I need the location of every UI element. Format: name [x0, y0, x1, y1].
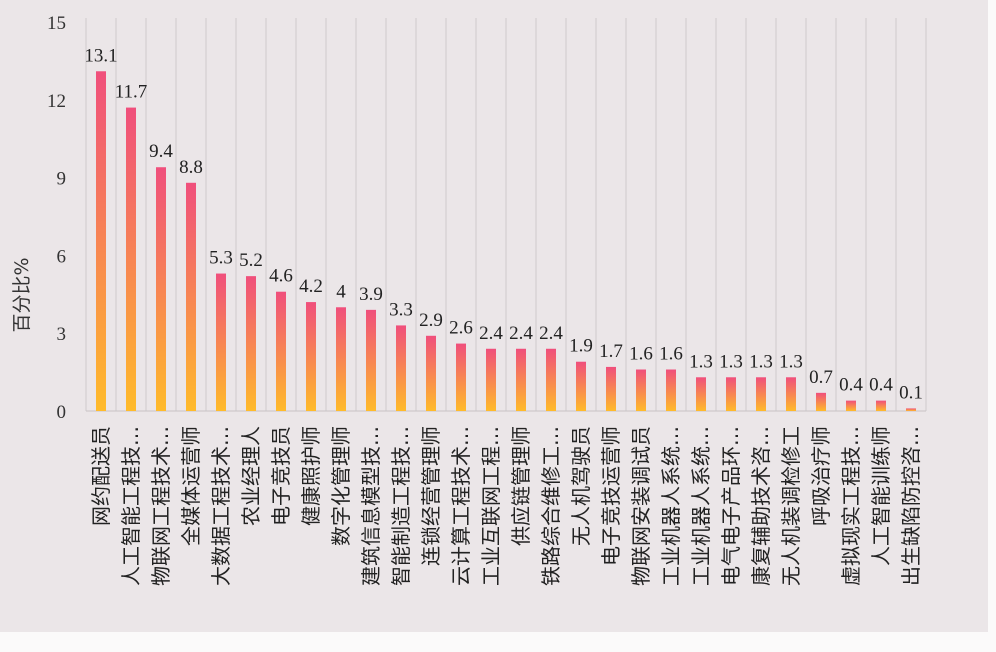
x-tick-label: 电子竞技员 [269, 426, 293, 526]
x-tick-label: 铁路综合维修工… [539, 426, 563, 586]
data-label: 1.6 [659, 344, 683, 365]
data-label: 9.4 [149, 141, 173, 162]
y-tick-label: 0 [57, 402, 67, 423]
x-tick-label: 数字化管理师 [329, 426, 353, 546]
x-tick-label: 网约配送员 [89, 426, 113, 526]
bar [546, 348, 556, 411]
data-label: 0.4 [869, 375, 893, 396]
bar [846, 400, 856, 411]
bar [96, 71, 106, 412]
bar [216, 273, 226, 411]
data-label: 1.9 [569, 336, 593, 357]
bar [756, 377, 766, 411]
y-axis-label: 百分比% [11, 257, 33, 332]
bar [486, 348, 496, 411]
data-label: 0.7 [809, 367, 833, 388]
bar [816, 392, 826, 411]
bar [606, 366, 616, 411]
bar [456, 343, 466, 411]
data-label: 13.1 [84, 45, 117, 66]
data-label: 1.3 [689, 351, 713, 372]
data-label: 1.7 [599, 341, 623, 362]
bar [636, 369, 646, 411]
bar [276, 291, 286, 411]
bar [156, 167, 166, 411]
data-label: 1.3 [779, 351, 803, 372]
x-tick-label: 人工智能训练师 [869, 426, 893, 566]
bar [336, 307, 346, 411]
data-label: 1.3 [749, 351, 773, 372]
x-tick-label: 出生缺陷防控咨… [899, 426, 923, 586]
bar [186, 182, 196, 411]
x-tick-label: 物联网工程技术… [149, 426, 173, 586]
x-tick-label: 工业机器人系统… [659, 426, 683, 586]
data-label: 0.1 [899, 382, 923, 403]
data-label: 1.3 [719, 351, 743, 372]
bar [726, 377, 736, 411]
y-tick-label: 6 [57, 246, 67, 267]
y-tick-label: 9 [57, 169, 67, 190]
x-tick-label: 无人机驾驶员 [569, 426, 593, 546]
data-label: 1.6 [629, 344, 653, 365]
x-tick-label: 农业经理人 [239, 426, 263, 526]
bar [876, 400, 886, 411]
x-tick-label: 云计算工程技术… [449, 426, 473, 586]
x-tick-label: 电气电子产品环… [719, 426, 743, 586]
bar [576, 361, 586, 411]
data-label: 4.2 [299, 276, 323, 297]
bar [516, 348, 526, 411]
x-tick-label: 人工智能工程技… [119, 426, 143, 586]
x-tick-label: 呼吸治疗师 [809, 426, 833, 526]
x-tick-label: 健康照护师 [299, 426, 323, 526]
data-label: 8.8 [179, 157, 203, 178]
data-label: 11.7 [115, 82, 148, 103]
data-label: 4 [336, 281, 346, 302]
x-tick-label: 无人机装调检修工 [779, 426, 803, 586]
data-label: 2.4 [509, 323, 533, 344]
data-label: 2.4 [539, 323, 563, 344]
bar [366, 309, 376, 411]
x-tick-label: 物联网安装调试员 [629, 426, 653, 586]
data-label: 2.4 [479, 323, 503, 344]
data-label: 3.3 [389, 299, 413, 320]
bar [906, 408, 916, 411]
x-tick-label: 大数据工程技术… [209, 426, 233, 586]
x-tick-label: 电子竞技运营师 [599, 426, 623, 566]
bar [786, 377, 796, 411]
y-tick-label: 12 [47, 91, 66, 112]
x-tick-label: 全媒体运营师 [179, 426, 203, 546]
data-label: 3.9 [359, 284, 383, 305]
bar [246, 276, 256, 411]
x-tick-label: 虚拟现实工程技… [839, 426, 863, 586]
bar [696, 377, 706, 411]
y-tick-label: 15 [47, 13, 66, 34]
x-tick-label: 连锁经营管理师 [419, 426, 443, 566]
bar [306, 302, 316, 411]
y-tick-label: 3 [57, 324, 67, 345]
data-label: 5.3 [209, 248, 233, 269]
x-tick-label: 智能制造工程技… [389, 426, 413, 586]
bar [396, 325, 406, 411]
data-label: 2.9 [419, 310, 443, 331]
x-tick-label: 工业互联网工程… [479, 426, 503, 586]
data-label: 0.4 [839, 375, 863, 396]
data-label: 5.2 [239, 250, 263, 271]
bar [666, 369, 676, 411]
x-tick-label: 康复辅助技术咨… [749, 426, 773, 586]
bar [126, 107, 136, 411]
data-label: 2.6 [449, 318, 473, 339]
x-tick-label: 建筑信息模型技… [359, 426, 383, 586]
x-tick-label: 工业机器人系统… [689, 426, 713, 586]
data-label: 4.6 [269, 266, 293, 287]
bar [426, 335, 436, 411]
x-tick-label: 供应链管理师 [509, 426, 533, 546]
